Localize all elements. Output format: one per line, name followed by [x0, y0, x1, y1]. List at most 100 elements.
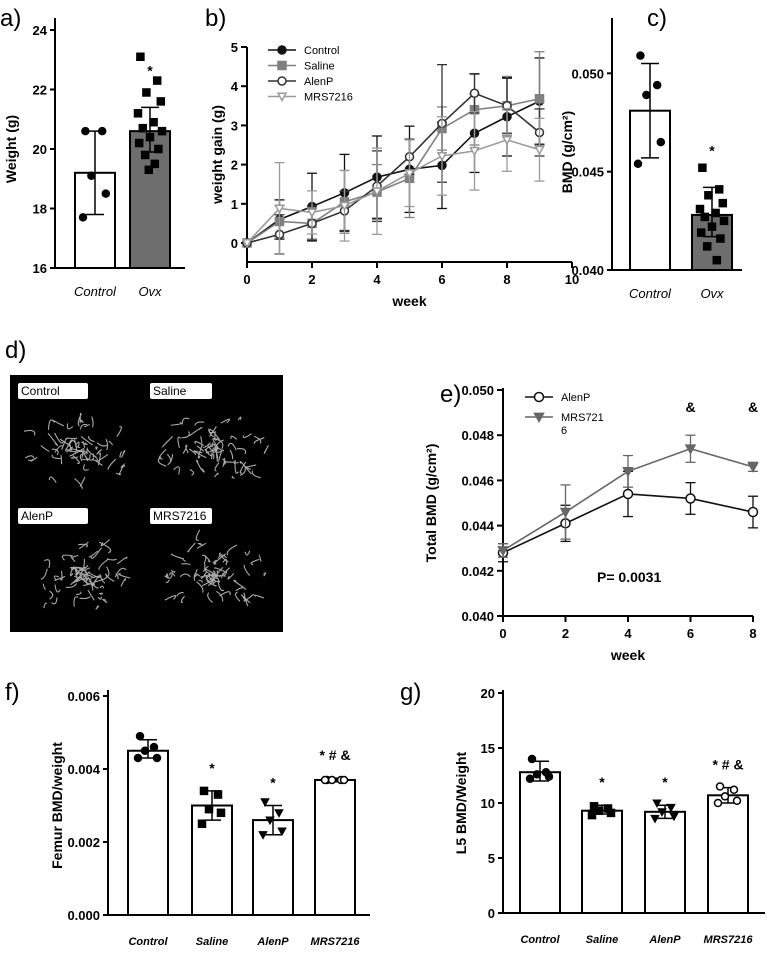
data-point — [133, 109, 143, 118]
series-line — [246, 92, 541, 244]
category-label: Control — [128, 936, 168, 948]
legend-label: MRS7216 — [304, 92, 353, 104]
data-point — [258, 831, 268, 840]
data-point — [700, 212, 710, 222]
x-tick-label: 4 — [624, 626, 632, 641]
panel-g — [498, 690, 765, 915]
data-point — [157, 126, 167, 136]
y-tick-label: 10 — [481, 796, 495, 811]
series-line — [246, 97, 540, 244]
data-point — [87, 171, 96, 181]
data-point — [138, 123, 148, 133]
data-point — [642, 90, 651, 100]
data-point — [260, 798, 270, 807]
panel-label: b) — [205, 5, 226, 32]
series-alenp — [242, 63, 545, 255]
data-point — [669, 812, 679, 822]
significance-mark: * — [709, 142, 715, 158]
y-tick-label: 15 — [481, 741, 495, 756]
image-label-box — [150, 383, 212, 399]
y-tick-label: 20 — [33, 142, 47, 157]
bar — [127, 749, 169, 916]
data-point — [589, 802, 599, 811]
trabecular-bone — [40, 539, 131, 610]
y-axis-label: L5 BMD/Weight — [453, 751, 469, 854]
data-point — [716, 234, 725, 243]
panel-label: e) — [440, 381, 461, 408]
y-tick-label: 0.006 — [67, 689, 100, 704]
data-point — [277, 60, 287, 71]
category-label: AlenP — [648, 934, 681, 946]
category-label: Saline — [586, 934, 618, 946]
data-point — [149, 742, 159, 752]
data-point — [685, 493, 696, 504]
data-point — [747, 462, 759, 473]
data-point — [652, 80, 662, 90]
bar — [314, 778, 356, 917]
image-label: Saline — [153, 384, 187, 398]
p-value: P= 0.0031 — [597, 569, 661, 585]
data-point — [622, 488, 634, 500]
y-tick-label: 0.046 — [461, 473, 494, 488]
panel-b: Control Saline AlenP MRS7216 — [241, 45, 573, 268]
bar — [581, 809, 623, 915]
significance-mark: * # & — [319, 747, 350, 763]
y-tick-label: 0.045 — [571, 165, 604, 180]
data-point — [436, 152, 448, 162]
legend-label: AlenP — [304, 76, 333, 88]
data-point — [729, 785, 739, 795]
data-point — [594, 806, 604, 815]
series-control — [242, 57, 545, 248]
data-point — [152, 753, 162, 763]
y-tick-label: 2 — [231, 158, 238, 173]
category-label: Control — [629, 286, 672, 301]
x-axis-label: week — [610, 647, 645, 663]
data-point — [97, 126, 107, 136]
data-point — [306, 208, 318, 218]
data-point — [134, 138, 144, 148]
y-axis-label: Weight (g) — [3, 115, 19, 183]
y-tick-label: 4 — [231, 79, 239, 94]
data-point — [711, 208, 720, 218]
y-tick-label: 22 — [33, 83, 47, 98]
significance-mark: * — [270, 775, 276, 791]
data-point — [696, 228, 706, 237]
data-point — [274, 809, 284, 818]
panel-f — [103, 690, 370, 917]
data-point — [532, 770, 542, 779]
x-tick-label: 10 — [565, 272, 579, 287]
data-point — [501, 135, 513, 146]
y-tick-label: 0.048 — [461, 428, 494, 443]
data-point — [622, 467, 634, 478]
y-tick-label: 20 — [481, 686, 495, 701]
data-point — [559, 507, 572, 519]
x-axis-label: week — [391, 293, 426, 309]
data-point — [149, 117, 158, 127]
x-tick-label: 4 — [373, 272, 381, 287]
data-point — [320, 775, 330, 785]
data-point — [704, 191, 713, 200]
panel-c — [607, 18, 742, 271]
image-label: Control — [21, 384, 60, 398]
panel-label: g) — [400, 679, 421, 706]
data-point — [732, 796, 742, 806]
data-point — [339, 201, 350, 212]
y-tick-label: 5 — [231, 40, 238, 55]
category-label: MRS7216 — [311, 936, 361, 948]
x-tick-label: 0 — [243, 272, 250, 287]
panel-e: AlenP MRS721 6 — [497, 388, 759, 622]
data-point — [714, 185, 724, 194]
panel-a — [50, 18, 185, 269]
significance-mark: & — [685, 399, 695, 415]
y-tick-label: 1 — [231, 197, 238, 212]
y-tick-label: 0.050 — [571, 66, 604, 81]
y-tick-label: 3 — [231, 118, 238, 133]
data-point — [698, 163, 707, 172]
data-point — [652, 799, 662, 809]
y-tick-label: 24 — [33, 23, 48, 38]
significance-mark: * # & — [712, 757, 743, 773]
category-label: MRS7216 — [704, 934, 754, 946]
series-line — [246, 139, 540, 244]
